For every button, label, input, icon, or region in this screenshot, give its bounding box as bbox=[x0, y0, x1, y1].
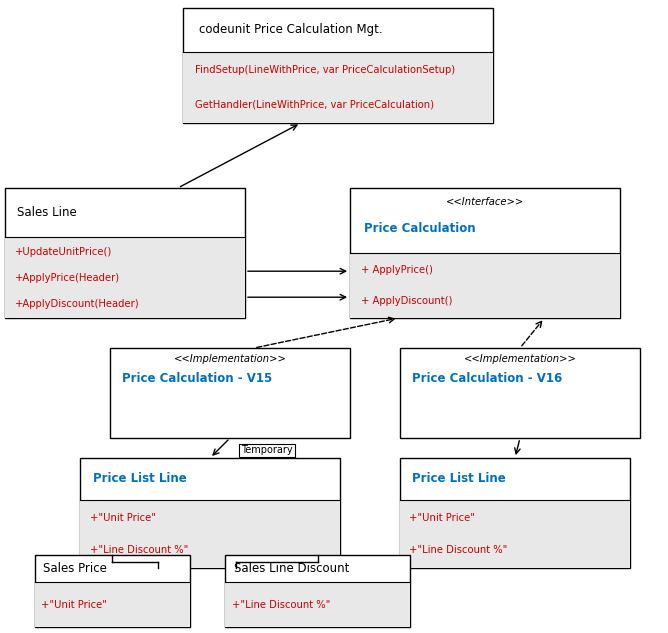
Text: Price Calculation - V15: Price Calculation - V15 bbox=[122, 372, 273, 385]
Text: Price List Line: Price List Line bbox=[411, 472, 505, 486]
Bar bbox=[225, 555, 410, 627]
Text: +"Line Discount %": +"Line Discount %" bbox=[232, 599, 331, 610]
Text: +"Unit Price": +"Unit Price" bbox=[409, 513, 475, 523]
Text: +"Line Discount %": +"Line Discount %" bbox=[90, 545, 189, 555]
Bar bbox=[183, 52, 493, 123]
Text: Temporary: Temporary bbox=[241, 446, 293, 456]
Text: +UpdateUnitPrice(): +UpdateUnitPrice() bbox=[15, 247, 112, 257]
Text: +"Unit Price": +"Unit Price" bbox=[90, 513, 156, 523]
Bar bbox=[400, 348, 640, 438]
Text: +"Line Discount %": +"Line Discount %" bbox=[409, 545, 508, 555]
Text: <<Implementation>>: <<Implementation>> bbox=[464, 354, 576, 364]
Bar bbox=[225, 582, 410, 627]
Text: GetHandler(LineWithPrice, var PriceCalculation): GetHandler(LineWithPrice, var PriceCalcu… bbox=[196, 99, 434, 110]
Text: +"Unit Price": +"Unit Price" bbox=[41, 599, 107, 610]
Bar bbox=[5, 188, 245, 318]
Text: codeunit Price Calculation Mgt.: codeunit Price Calculation Mgt. bbox=[198, 23, 382, 36]
Bar bbox=[110, 348, 350, 438]
Text: FindSetup(LineWithPrice, var PriceCalculationSetup): FindSetup(LineWithPrice, var PriceCalcul… bbox=[196, 65, 456, 75]
Text: Price List Line: Price List Line bbox=[93, 472, 187, 486]
Bar bbox=[80, 500, 340, 568]
Text: Sales Line Discount: Sales Line Discount bbox=[234, 562, 349, 575]
Text: +ApplyPrice(Header): +ApplyPrice(Header) bbox=[15, 273, 120, 283]
Text: <<Implementation>>: <<Implementation>> bbox=[174, 354, 287, 364]
Text: +ApplyDiscount(Header): +ApplyDiscount(Header) bbox=[15, 299, 139, 309]
Bar bbox=[35, 582, 190, 627]
Text: Sales Price: Sales Price bbox=[43, 562, 107, 575]
Text: Sales Line: Sales Line bbox=[17, 206, 77, 219]
Bar bbox=[350, 253, 620, 318]
Bar bbox=[350, 188, 620, 318]
Bar bbox=[80, 458, 340, 568]
Bar bbox=[400, 458, 630, 568]
Text: + ApplyPrice(): + ApplyPrice() bbox=[361, 265, 433, 275]
Bar bbox=[183, 8, 493, 123]
Text: Price Calculation - V16: Price Calculation - V16 bbox=[412, 372, 562, 385]
Text: Price Calculation: Price Calculation bbox=[363, 222, 475, 235]
Bar bbox=[400, 500, 630, 568]
Text: + ApplyDiscount(): + ApplyDiscount() bbox=[361, 296, 452, 306]
Bar bbox=[5, 237, 245, 318]
Text: <<Interface>>: <<Interface>> bbox=[446, 197, 524, 207]
Bar bbox=[35, 555, 190, 627]
